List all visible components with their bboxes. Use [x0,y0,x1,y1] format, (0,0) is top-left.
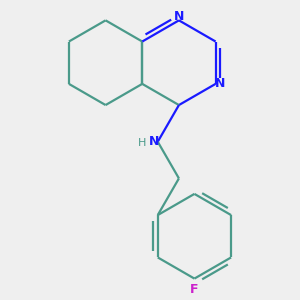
Text: N: N [148,135,159,148]
Text: H: H [138,138,146,148]
Text: N: N [214,77,225,90]
Text: F: F [190,284,199,296]
Text: N: N [174,10,184,23]
